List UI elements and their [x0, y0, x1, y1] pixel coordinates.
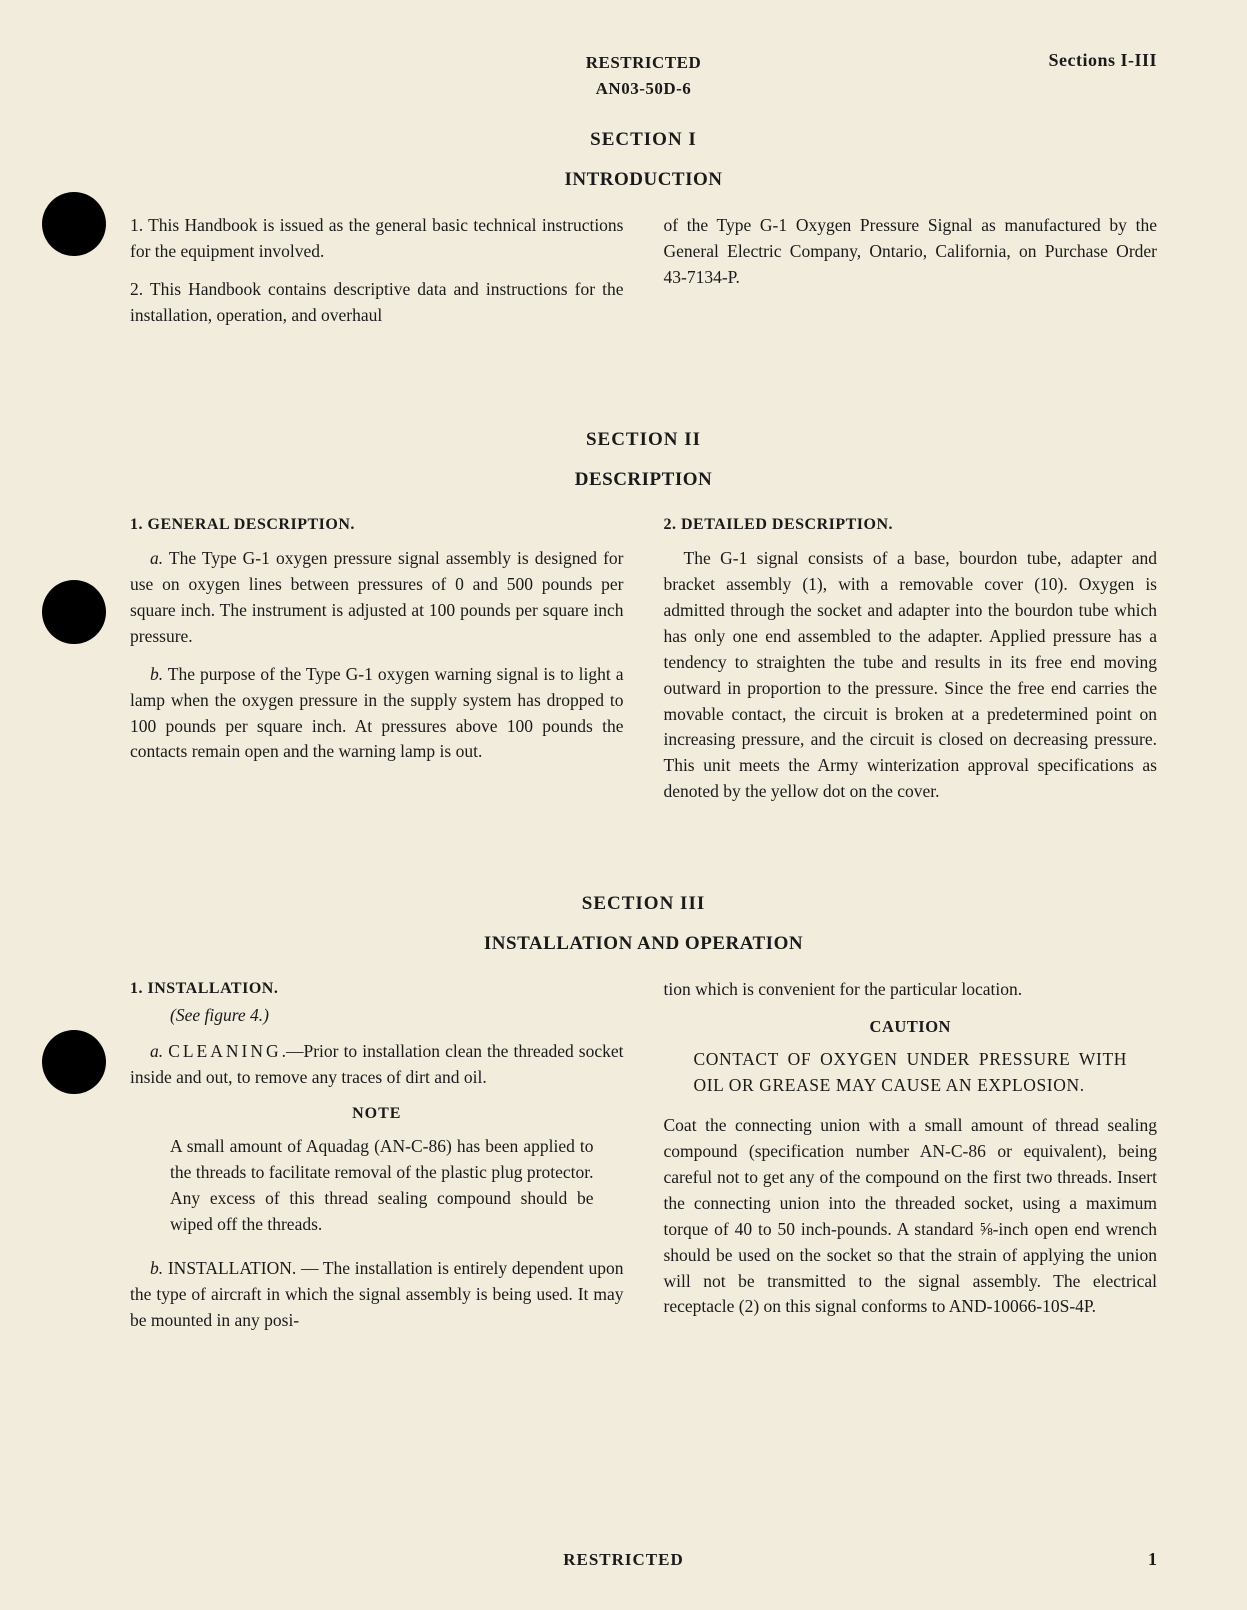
caution-body: CONTACT OF OXYGEN UNDER PRESSURE WITH OI…: [694, 1047, 1128, 1099]
doc-number: AN03-50D-6: [586, 76, 702, 102]
s1-right-p1: of the Type G-1 Oxygen Pressure Signal a…: [664, 213, 1158, 291]
caution-title: CAUTION: [664, 1015, 1158, 1039]
s1-left-p1: 1. This Handbook is issued as the genera…: [130, 213, 624, 265]
note-body: A small amount of Aquadag (AN-C-86) has …: [170, 1134, 594, 1238]
section-2-body: 1. GENERAL DESCRIPTION. a. The Type G-1 …: [130, 513, 1157, 818]
s3-left-pa: a. CLEANING.—Prior to installation clean…: [130, 1039, 624, 1091]
s3-left-pb: b. INSTALLATION. — The installation is e…: [130, 1256, 624, 1334]
section-1-title: SECTION I: [130, 129, 1157, 151]
s3-pa-label: a.: [150, 1041, 168, 1061]
s1-left-p2: 2. This Handbook contains descriptive da…: [130, 277, 624, 329]
page-number: 1: [1148, 1549, 1157, 1570]
section-3-subtitle: INSTALLATION AND OPERATION: [130, 933, 1157, 955]
classification-top: RESTRICTED: [586, 50, 702, 76]
s3-pa-spaced: CLEANING: [168, 1041, 281, 1061]
s3-see-figure: (See figure 4.): [170, 1003, 624, 1029]
s2-left-pb: b. The purpose of the Type G-1 oxygen wa…: [130, 662, 624, 766]
document-page: RESTRICTED AN03-50D-6 Sections I-III SEC…: [0, 0, 1247, 1610]
s2-left-pa: a. The Type G-1 oxygen pressure signal a…: [130, 546, 624, 650]
section-2-subtitle: DESCRIPTION: [130, 469, 1157, 491]
page-header: RESTRICTED AN03-50D-6 Sections I-III: [130, 50, 1157, 101]
section-3-title: SECTION III: [130, 893, 1157, 915]
section-2-title: SECTION II: [130, 429, 1157, 451]
sections-label: Sections I-III: [1048, 50, 1157, 71]
s2-right-head: 2. DETAILED DESCRIPTION.: [664, 513, 1158, 537]
s2-left-head: 1. GENERAL DESCRIPTION.: [130, 513, 624, 537]
s3-left-head: 1. INSTALLATION.: [130, 977, 624, 1001]
s3-right-p2: Coat the connecting union with a small a…: [664, 1113, 1158, 1320]
classification-bottom: RESTRICTED: [0, 1550, 1247, 1570]
note-title: NOTE: [130, 1102, 624, 1126]
section-1-body: 1. This Handbook is issued as the genera…: [130, 213, 1157, 341]
section-1-subtitle: INTRODUCTION: [130, 169, 1157, 191]
section-3-body: 1. INSTALLATION. (See figure 4.) a. CLEA…: [130, 977, 1157, 1345]
s3-right-p1: tion which is convenient for the particu…: [664, 977, 1158, 1003]
s2-right-p1: The G-1 signal consists of a base, bourd…: [664, 546, 1158, 805]
